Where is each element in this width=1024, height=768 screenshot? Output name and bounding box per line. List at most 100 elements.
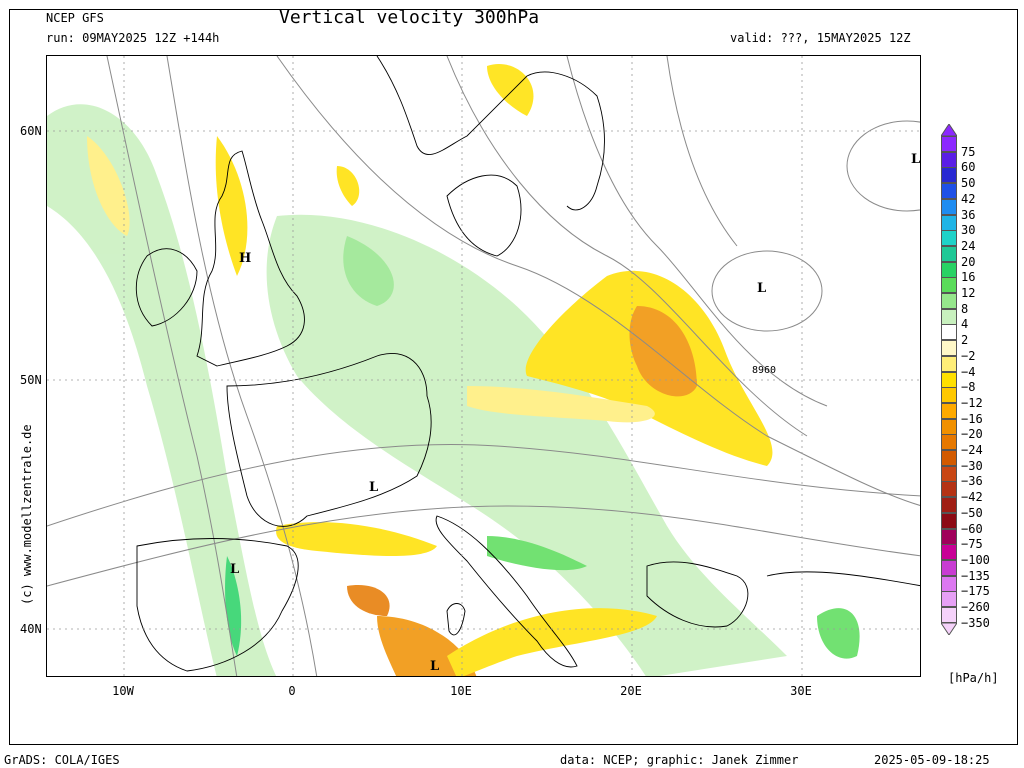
legend-swatch <box>941 324 957 341</box>
great-britain-coast <box>196 150 305 367</box>
legend-swatch <box>941 465 957 482</box>
legend-label: −30 <box>961 458 983 473</box>
legend-swatch <box>941 559 957 576</box>
legend-label: 24 <box>961 238 976 253</box>
pressure-mark: L <box>911 152 921 167</box>
black-sea-coast <box>766 571 920 587</box>
green-patch-turkey <box>817 608 860 659</box>
color-legend: 75 60 50 42 36 30 24 20 16 12 8 4 2 −2 −4 −8 −12 −16 −20 −2… <box>941 124 1021 635</box>
pressure-mark: L <box>230 562 240 577</box>
lat-label: 40N <box>20 622 42 636</box>
legend-swatch <box>941 136 957 152</box>
ireland-coast <box>135 248 198 327</box>
yellow-band-south <box>447 608 657 676</box>
orange-core-poland <box>629 306 697 397</box>
height-contour <box>166 56 318 676</box>
software-credit: GrADS: COLA/IGES <box>4 753 120 767</box>
yellow-band-britain <box>215 136 248 276</box>
legend-swatch <box>941 355 957 372</box>
legend-swatch <box>941 434 957 451</box>
timestamp: 2025-05-09-18:25 <box>874 753 990 767</box>
balkans-coast <box>646 561 749 628</box>
lon-label: 30E <box>790 684 812 698</box>
legend-swatch <box>941 293 957 309</box>
low-pressure-contour <box>846 120 920 212</box>
legend-swatch <box>941 151 957 168</box>
yellow-patch-scandinavia <box>487 64 534 116</box>
legend-label: −24 <box>961 443 983 457</box>
height-contour <box>106 56 238 676</box>
legend-arrow-bottom-icon <box>941 622 957 635</box>
legend-label: 50 <box>961 176 976 191</box>
credit-text: (c) www.modellzentrale.de <box>20 424 34 605</box>
legend-label: −135 <box>961 568 990 583</box>
lon-label: 20E <box>620 684 642 698</box>
green-patch-adriatic <box>487 536 587 571</box>
legend-swatch <box>941 418 957 435</box>
legend-swatch <box>941 575 957 592</box>
legend-arrow-top-icon <box>941 124 957 136</box>
legend-units: [hPa/h] <box>948 671 999 685</box>
legend-swatch <box>941 340 957 357</box>
height-contour <box>276 56 920 506</box>
map-title: Vertical velocity 300hPa <box>279 7 540 28</box>
legend-label: −350 <box>961 615 990 630</box>
legend-label: −4 <box>961 364 976 379</box>
yellow-band-gulf-lion <box>276 522 437 556</box>
legend-swatch <box>941 607 957 623</box>
green-patch-north-sea <box>343 236 394 306</box>
legend-label: 4 <box>961 317 969 332</box>
pressure-mark: L <box>430 659 440 674</box>
legend-swatch <box>941 497 957 514</box>
green-band-central <box>266 214 787 676</box>
height-contour <box>666 56 738 247</box>
legend-label: −75 <box>961 537 983 552</box>
height-contour <box>47 443 920 527</box>
france-coast <box>226 352 432 527</box>
legend-label: −100 <box>961 552 990 567</box>
legend-label: 20 <box>961 254 976 269</box>
iberia-coast <box>136 538 299 672</box>
legend-swatch <box>941 591 957 608</box>
legend-label: −8 <box>961 380 976 395</box>
legend-swatch <box>941 387 957 404</box>
legend-label: −50 <box>961 505 983 520</box>
yellow-band-northwest <box>87 136 130 236</box>
lat-label: 50N <box>20 373 42 387</box>
lon-label: 0 <box>288 684 296 698</box>
legend-swatch <box>941 512 957 529</box>
plot-frame <box>9 9 1018 745</box>
legend-swatch <box>941 308 957 325</box>
italy-coast <box>435 515 578 668</box>
pressure-mark: H <box>239 251 252 266</box>
legend-label: 12 <box>961 286 976 300</box>
legend-swatch <box>941 198 957 215</box>
lon-label: 10E <box>450 684 472 698</box>
legend-label: −60 <box>961 521 983 536</box>
denmark-coast <box>446 174 522 257</box>
valid-time: valid: ???, 15MAY2025 12Z <box>730 31 911 45</box>
legend-label: −175 <box>961 584 990 599</box>
run-info: run: 09MAY2025 12Z +144h <box>46 31 220 45</box>
legend-label: 16 <box>961 270 976 285</box>
legend-swatch <box>941 214 957 231</box>
data-source: data: NCEP; graphic: Janek Zimmer <box>560 753 799 767</box>
legend-swatch <box>941 528 957 545</box>
legend-label: −36 <box>961 474 983 489</box>
legend-swatch <box>941 167 957 184</box>
legend-label: −20 <box>961 427 983 442</box>
legend-swatch <box>941 183 957 200</box>
low-pressure-contour <box>711 250 823 332</box>
scandinavia-coast <box>376 56 605 211</box>
lon-label: 10W <box>112 684 134 698</box>
legend-label: 36 <box>961 207 976 222</box>
orange-patch-balearic <box>347 585 390 616</box>
yellow-patch-north-atlantic <box>336 166 360 206</box>
legend-label: 42 <box>961 191 976 206</box>
weather-map: L L H L L L 8960 <box>46 55 921 677</box>
legend-label: 8 <box>961 301 969 316</box>
legend-label: 2 <box>961 333 969 348</box>
green-band-west <box>47 104 277 676</box>
height-contour <box>47 505 920 587</box>
legend-swatch <box>941 450 957 466</box>
